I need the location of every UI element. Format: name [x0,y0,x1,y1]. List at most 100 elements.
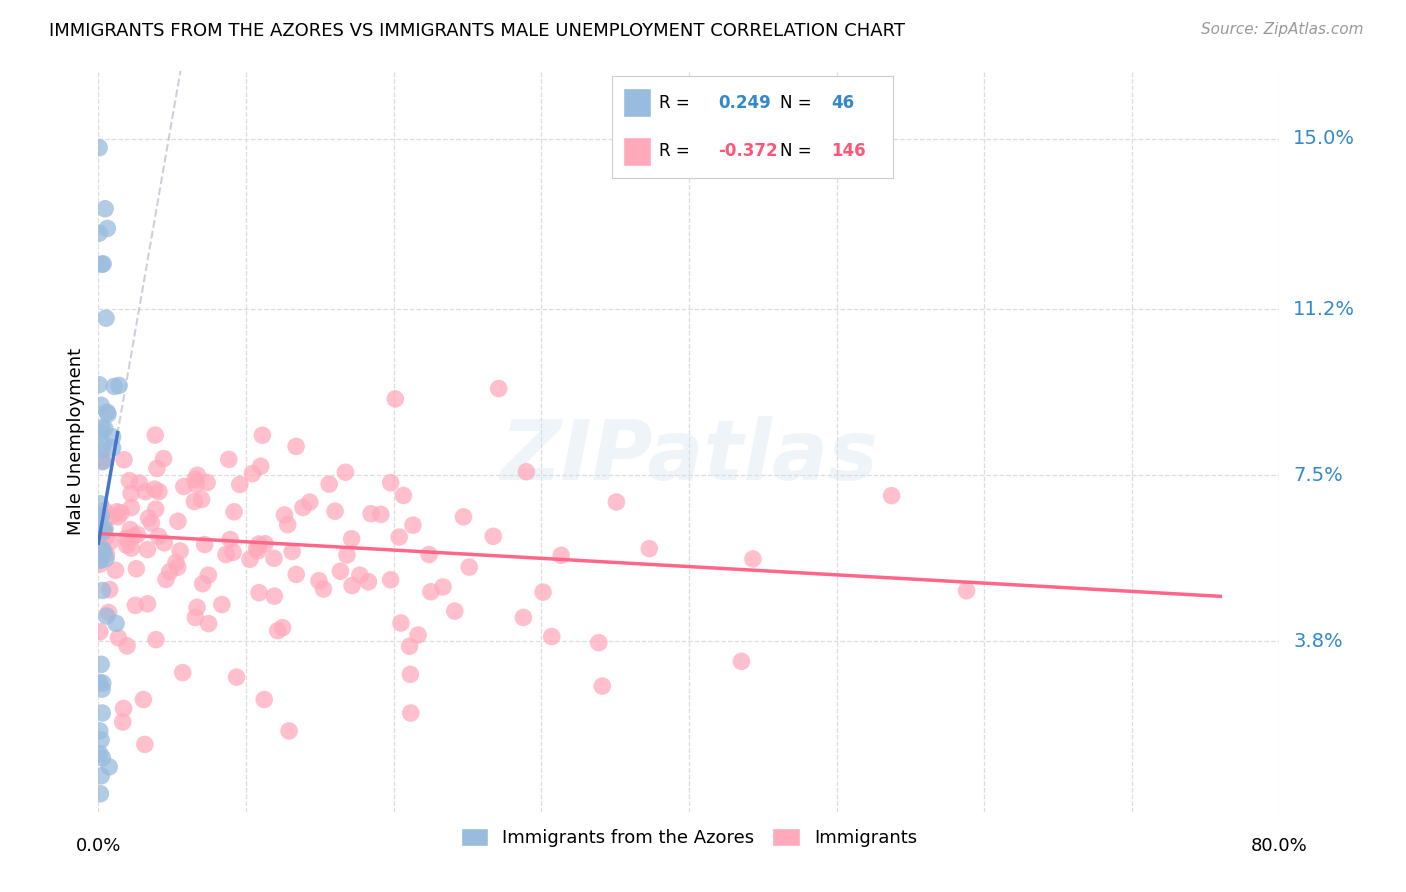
Point [245,541,267,556]
Point [398,640,420,654]
Point [340,532,363,546]
Point [880,489,903,503]
Point [432,580,454,594]
Point [90,398,112,412]
Point [172,665,194,680]
Point [249,459,271,474]
Text: 11.2%: 11.2% [1294,300,1355,318]
Point [112,452,135,467]
Point [91,751,114,765]
Point [184,610,207,624]
Point [91,437,114,451]
Point [730,654,752,668]
Point [167,514,190,528]
Point [94,504,117,518]
Point [225,670,247,684]
Point [159,565,181,579]
Point [97,606,120,620]
Point [370,508,392,522]
Point [222,545,245,559]
Point [312,582,335,596]
Point [550,549,572,563]
Point [125,562,148,576]
Point [186,600,208,615]
Point [108,378,131,392]
Point [239,552,262,566]
Point [89,558,111,572]
FancyBboxPatch shape [623,137,651,166]
Point [246,544,269,558]
Point [105,616,128,631]
Point [94,311,117,326]
Point [357,574,380,589]
Text: 146: 146 [831,142,866,161]
Point [197,616,219,631]
Point [115,538,138,552]
Point [273,508,295,522]
Point [89,226,111,240]
Point [488,382,510,396]
Point [281,544,304,558]
Point [120,541,142,555]
Point [91,454,114,468]
Point [94,202,117,216]
Point [122,529,145,543]
Point [89,787,111,801]
Point [173,479,195,493]
Point [218,452,240,467]
Point [360,507,382,521]
Point [141,516,163,530]
Point [96,609,118,624]
Point [384,392,406,406]
Point [91,583,114,598]
Point [90,425,112,440]
Point [453,509,475,524]
Point [318,477,340,491]
Legend: Immigrants from the Azores, Immigrants: Immigrants from the Azores, Immigrants [454,821,924,855]
Text: Source: ZipAtlas.com: Source: ZipAtlas.com [1201,22,1364,37]
Point [127,527,149,541]
Point [211,598,233,612]
Point [166,560,188,574]
Text: 3.8%: 3.8% [1294,632,1343,650]
Point [91,257,114,271]
Text: N =: N = [780,94,811,112]
Point [335,465,357,479]
Point [93,524,115,539]
Point [194,537,217,551]
Point [91,682,114,697]
Point [148,484,170,499]
Text: R =: R = [659,94,690,112]
Point [329,564,352,578]
Point [458,560,481,574]
Point [94,551,117,566]
Point [115,639,138,653]
Point [93,523,115,537]
Point [271,621,294,635]
Point [91,676,114,690]
Point [388,530,411,544]
Point [186,468,208,483]
Point [145,502,167,516]
Point [132,692,155,706]
Point [605,495,627,509]
Point [399,706,422,720]
Point [93,421,115,435]
Point [91,706,114,720]
Point [89,141,111,155]
Point [94,531,117,545]
Point [515,465,537,479]
Point [89,553,111,567]
Point [89,513,111,527]
Text: 0.249: 0.249 [718,94,772,112]
Point [389,615,412,630]
Text: ZIPatlas: ZIPatlas [501,416,877,497]
Point [380,573,402,587]
Point [229,477,252,491]
Point [638,541,661,556]
Point [380,475,402,490]
Point [143,482,166,496]
Point [89,497,111,511]
Text: -0.372: -0.372 [718,142,778,161]
Text: N =: N = [780,142,811,161]
